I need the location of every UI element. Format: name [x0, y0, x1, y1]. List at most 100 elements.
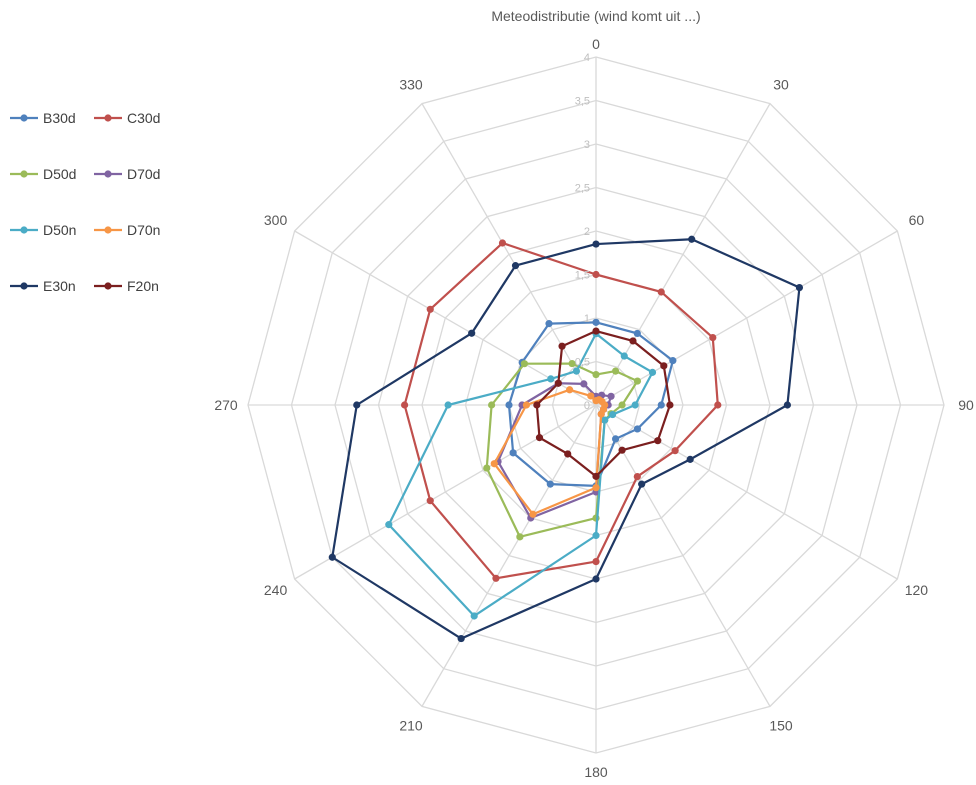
legend-label: E30n [43, 278, 76, 294]
data-point [546, 480, 554, 488]
data-point [592, 484, 600, 492]
data-point [511, 262, 520, 270]
data-point [654, 437, 662, 445]
category-label: 30 [773, 77, 789, 93]
legend-label: D70d [127, 166, 160, 182]
data-point [592, 370, 600, 379]
data-point [516, 533, 524, 541]
data-point [795, 283, 804, 292]
radial-tick-label: 1,5 [575, 270, 590, 282]
data-point [657, 288, 665, 296]
data-point [545, 320, 553, 328]
grid-spoke [421, 103, 597, 406]
data-point [505, 401, 513, 409]
data-point [633, 329, 641, 338]
data-point [618, 446, 626, 454]
data-point [457, 634, 465, 643]
data-point [592, 575, 600, 583]
legend-swatch-marker [104, 226, 112, 234]
data-point [607, 392, 615, 400]
category-label: 90 [958, 397, 974, 413]
grid-spoke [595, 404, 898, 580]
data-point [669, 357, 677, 365]
data-point [587, 392, 595, 400]
legend-label: D70n [127, 222, 160, 238]
data-point [629, 337, 637, 345]
legend-swatch-marker [104, 114, 112, 122]
data-point [592, 327, 600, 335]
data-point [558, 342, 566, 350]
legend-item-d50d: D50d [10, 166, 76, 182]
category-label: 180 [584, 764, 608, 780]
category-label: 240 [264, 582, 288, 598]
data-point [638, 480, 646, 488]
data-point [633, 377, 642, 385]
series-c30d [401, 239, 722, 582]
series-d50n [385, 330, 657, 620]
legend-swatch-marker [20, 170, 28, 178]
legend-item-d70n: D70n [94, 222, 160, 238]
radial-tick-label: 0,5 [575, 357, 590, 369]
grid-spoke [421, 404, 597, 707]
data-point [592, 531, 600, 540]
data-point [592, 558, 600, 566]
data-point [520, 360, 529, 368]
data-point [671, 447, 679, 455]
data-point [488, 401, 496, 409]
data-point [426, 497, 434, 505]
data-point [385, 521, 393, 529]
data-point [401, 401, 409, 409]
data-point [468, 329, 476, 337]
legend-item-e30n: E30n [10, 278, 76, 294]
data-point [529, 510, 537, 518]
category-label: 120 [905, 582, 929, 598]
data-point [633, 425, 642, 433]
data-point [709, 333, 717, 342]
category-label: 270 [214, 397, 238, 413]
data-point [580, 380, 588, 388]
legend-item-f20n: F20n [94, 278, 159, 294]
grid-spoke [294, 230, 597, 406]
category-label: 300 [264, 212, 288, 228]
data-point [566, 386, 574, 394]
radial-tick-label: 1 [584, 313, 590, 325]
legend-item-c30d: C30d [94, 110, 160, 126]
radial-tick-label: 3,5 [575, 96, 590, 108]
radial-tick-label: 4 [584, 52, 590, 64]
data-point [608, 410, 617, 419]
data-point [470, 612, 478, 620]
chart-title: Meteodistributie (wind komt uit ...) [491, 8, 700, 24]
radial-tick-label: 0 [584, 400, 590, 412]
data-point [631, 401, 639, 409]
data-point [592, 240, 600, 248]
data-point [426, 305, 434, 313]
legend-swatch-marker [104, 282, 112, 290]
category-label: 330 [399, 77, 423, 93]
data-point [592, 318, 600, 326]
data-point [592, 270, 600, 279]
radial-tick-labels: 0 0,5 1 1,5 2 2,5 3 3,5 4 [575, 52, 590, 412]
category-label: 60 [909, 212, 925, 228]
series-f20n [533, 327, 674, 480]
legend-label: F20n [127, 278, 159, 294]
data-point [618, 401, 626, 409]
data-point [535, 434, 544, 442]
data-point [353, 401, 361, 409]
data-point [522, 401, 531, 409]
data-point [572, 367, 581, 375]
data-point [492, 574, 500, 582]
data-point [648, 368, 657, 376]
legend-swatch-marker [20, 114, 28, 122]
series-layer [328, 235, 804, 643]
data-point [611, 367, 620, 375]
data-point [597, 410, 605, 418]
radial-tick-label: 2 [584, 226, 590, 238]
data-point [509, 449, 517, 457]
data-point [601, 416, 609, 424]
data-point [568, 359, 576, 368]
legend-label: B30d [43, 110, 76, 126]
legend-item-b30d: B30d [10, 110, 76, 126]
legend-swatch-marker [20, 282, 28, 290]
